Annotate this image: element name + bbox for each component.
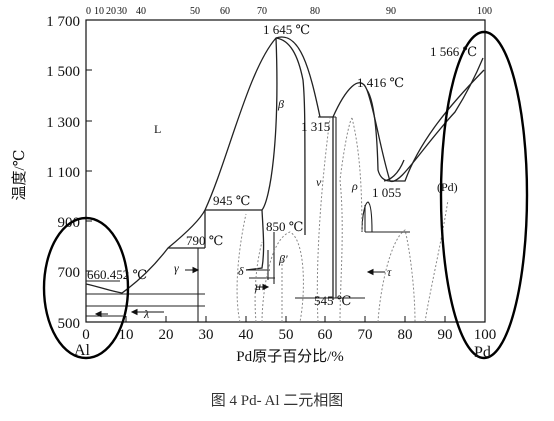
- y-tick: 500: [58, 316, 81, 332]
- top-axis-scale: 0 10 20 30 40 50 60 70 80 90 100: [86, 6, 492, 17]
- top-tick: 30: [117, 6, 127, 17]
- temp-1416: 1 416 ℃: [357, 75, 404, 90]
- x-tick: 50: [279, 327, 294, 343]
- temp-660: 660.452 ℃: [87, 267, 147, 282]
- y-tick: 1 100: [46, 165, 80, 181]
- y-tick: 1 300: [46, 115, 80, 131]
- temp-1055: 1 055: [372, 185, 401, 200]
- top-tick: 50: [190, 6, 200, 17]
- al-element-label: Al: [74, 342, 91, 359]
- top-tick: 90: [386, 6, 396, 17]
- x-axis-title: Pd原子百分比/%: [236, 348, 344, 365]
- temp-945: 945 ℃: [213, 193, 250, 208]
- phase-gamma: γ: [174, 261, 179, 275]
- x-axis-ticks: [85, 316, 486, 322]
- y-axis-ticks: [86, 19, 92, 323]
- temp-1566: 1 566 ℃: [430, 44, 477, 59]
- x-tick: 10: [119, 327, 134, 343]
- phase-labels: L β ν ρ (Pd) γ δ μ β' λ τ: [143, 97, 458, 321]
- phase-delta: δ: [238, 264, 244, 278]
- top-tick: 20: [106, 6, 116, 17]
- top-tick: 100: [477, 6, 492, 17]
- x-tick: 90: [438, 327, 453, 343]
- temp-1645: 1 645 ℃: [263, 22, 310, 37]
- pd-side-highlight-ellipse: [439, 30, 529, 360]
- y-axis-tick-labels: 1 700 1 500 1 300 1 100 900 700 500: [46, 14, 80, 332]
- x-tick: 30: [199, 327, 214, 343]
- solid-phase-boundaries: [86, 116, 410, 322]
- phase-tau: τ: [387, 265, 392, 279]
- top-tick: 80: [310, 6, 320, 17]
- phase-pd: (Pd): [437, 180, 458, 194]
- temp-850: 850 ℃: [266, 219, 303, 234]
- x-tick: 100: [474, 327, 497, 343]
- arrows: [94, 266, 385, 318]
- al-side-highlight-ellipse: [42, 216, 130, 360]
- y-axis-title: 温度/℃: [11, 150, 28, 201]
- top-tick: 60: [220, 6, 230, 17]
- phase-rho: ρ: [351, 179, 358, 193]
- top-tick: 70: [257, 6, 267, 17]
- x-tick: 40: [239, 327, 254, 343]
- top-tick: 0: [86, 6, 91, 17]
- top-tick: 10: [94, 6, 104, 17]
- x-tick: 80: [398, 327, 413, 343]
- temp-790: 790 ℃: [186, 233, 223, 248]
- phase-lambda: λ: [143, 307, 149, 321]
- x-axis-tick-labels: 0 10 20 30 40 50 60 70 80 90 100: [82, 327, 496, 343]
- dotted-boundaries: [236, 117, 449, 323]
- temp-545: 545 ℃: [314, 293, 351, 308]
- x-tick: 60: [318, 327, 333, 343]
- y-tick: 1 500: [46, 64, 80, 80]
- x-tick: 20: [159, 327, 174, 343]
- x-tick: 0: [82, 327, 90, 343]
- x-tick: 70: [358, 327, 373, 343]
- pd-element-label: Pd: [474, 344, 491, 361]
- temp-1315: 1 315: [301, 119, 330, 134]
- figure-caption: 图 4 Pd- Al 二元相图: [211, 392, 344, 409]
- phase-beta-prime: β': [278, 252, 288, 266]
- y-tick: 1 700: [46, 14, 80, 30]
- phase-mu: μ: [254, 279, 261, 293]
- liquidus-curves: [85, 36, 485, 300]
- temperature-annotations: 1 645 ℃ 1 416 ℃ 1 566 ℃ 1 315 945 ℃ 790 …: [87, 22, 477, 308]
- phase-L: L: [154, 122, 161, 136]
- y-tick: 700: [58, 265, 81, 281]
- top-tick: 40: [136, 6, 146, 17]
- phase-beta: β: [277, 97, 284, 111]
- phase-nu: ν: [316, 175, 322, 189]
